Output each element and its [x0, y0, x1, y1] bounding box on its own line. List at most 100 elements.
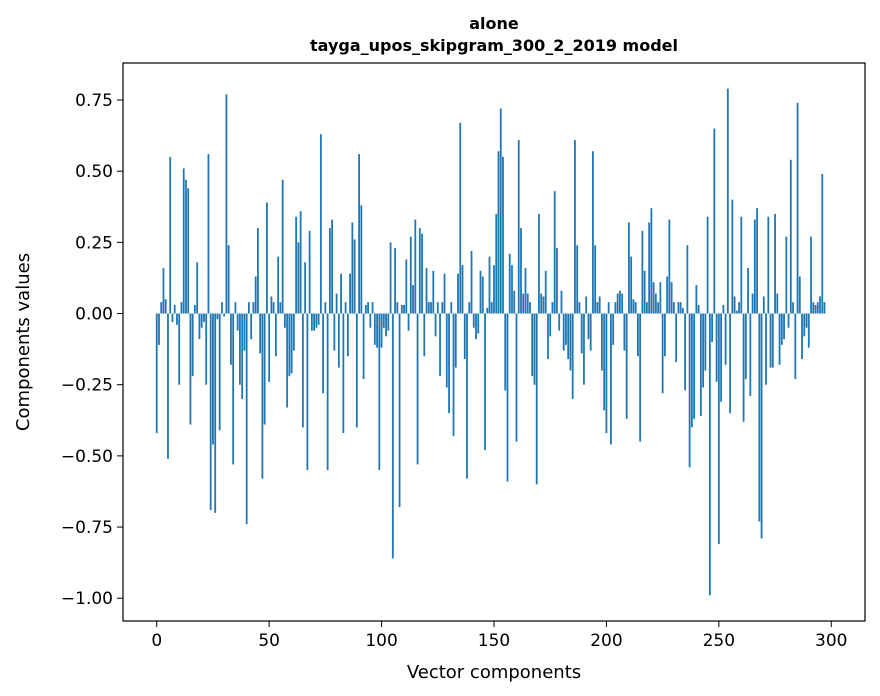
bar-18 — [196, 262, 199, 314]
bar-217 — [643, 270, 646, 314]
bar-246 — [708, 313, 711, 596]
x-tick-label: 250 — [703, 631, 735, 651]
bar-241 — [697, 304, 700, 314]
bar-89 — [355, 313, 358, 428]
bar-223 — [657, 302, 660, 314]
bar-297 — [823, 302, 826, 314]
bar-12 — [182, 168, 185, 314]
bar-115 — [414, 219, 417, 314]
bars-group — [155, 88, 826, 596]
bar-253 — [724, 313, 727, 365]
bar-132 — [452, 313, 455, 436]
bar-272 — [767, 216, 770, 314]
bar-245 — [706, 216, 709, 314]
bar-216 — [641, 230, 644, 314]
bar-99 — [378, 313, 381, 471]
bar-278 — [780, 313, 783, 345]
bar-20 — [200, 313, 203, 328]
bar-87 — [351, 222, 354, 314]
bar-230 — [672, 302, 675, 314]
bar-72 — [317, 313, 320, 325]
bar-167 — [531, 313, 534, 377]
bar-174 — [547, 313, 549, 360]
bar-38 — [241, 313, 244, 399]
bar-186 — [574, 139, 576, 314]
bar-231 — [675, 313, 678, 362]
bar-280 — [785, 236, 788, 314]
bar-274 — [771, 313, 774, 368]
bar-266 — [753, 219, 756, 314]
bar-147 — [486, 307, 489, 314]
bar-208 — [623, 313, 626, 351]
bar-113 — [409, 236, 412, 314]
bar-165 — [526, 293, 529, 314]
bar-138 — [466, 313, 468, 479]
bar-244 — [704, 313, 707, 371]
bar-121 — [427, 302, 430, 314]
bar-215 — [639, 313, 642, 442]
bar-79 — [333, 313, 336, 351]
bar-29 — [221, 302, 223, 314]
bar-175 — [549, 313, 552, 337]
bar-64 — [299, 211, 302, 314]
bar-93 — [364, 304, 367, 314]
bar-289 — [805, 313, 808, 328]
bar-53 — [275, 313, 277, 357]
bar-171 — [540, 293, 543, 314]
bar-233 — [679, 302, 682, 314]
bar-276 — [776, 293, 779, 314]
bar-149 — [490, 302, 493, 314]
bar-7 — [171, 313, 174, 323]
bar-44 — [254, 276, 257, 314]
x-tick-label: 100 — [365, 631, 397, 651]
bar-73 — [319, 134, 322, 314]
bar-251 — [720, 313, 722, 402]
bar-107 — [396, 302, 399, 314]
bar-50 — [268, 313, 271, 382]
bar-85 — [346, 313, 349, 357]
bar-28 — [218, 313, 221, 431]
bar-196 — [596, 302, 599, 314]
bar-128 — [443, 273, 446, 314]
bar-116 — [416, 313, 419, 465]
bar-106 — [394, 248, 396, 314]
bar-227 — [666, 276, 669, 314]
bar-75 — [324, 302, 327, 314]
y-tick-label: −0.25 — [61, 376, 113, 396]
bar-189 — [580, 313, 583, 354]
bar-58 — [286, 313, 289, 408]
y-tick-label: 0.25 — [75, 233, 113, 253]
bar-188 — [578, 302, 581, 314]
bar-21 — [203, 313, 205, 323]
bar-194 — [592, 151, 594, 314]
bar-212 — [632, 299, 635, 314]
bar-154 — [502, 156, 504, 314]
bar-62 — [295, 216, 298, 314]
bar-203 — [612, 313, 615, 345]
bar-92 — [362, 313, 365, 380]
bar-281 — [787, 313, 790, 328]
bar-83 — [342, 313, 345, 434]
bar-57 — [283, 313, 286, 328]
bar-151 — [495, 213, 498, 314]
bar-224 — [659, 282, 662, 314]
bar-110 — [403, 304, 405, 314]
bar-140 — [470, 250, 473, 314]
bar-284 — [794, 313, 797, 380]
bar-25 — [212, 313, 214, 445]
bar-153 — [499, 108, 502, 314]
bar-143 — [477, 313, 480, 334]
bar-152 — [497, 151, 500, 314]
bar-81 — [337, 313, 340, 368]
bar-104 — [389, 242, 392, 314]
bar-109 — [400, 304, 403, 314]
bar-34 — [232, 313, 235, 465]
x-tick-label: 150 — [478, 631, 510, 651]
bar-145 — [481, 276, 484, 314]
bar-23 — [207, 154, 210, 314]
bar-94 — [367, 302, 369, 314]
bar-162 — [520, 228, 522, 314]
bar-86 — [349, 273, 351, 314]
bar-98 — [376, 313, 378, 348]
bar-122 — [430, 302, 432, 314]
